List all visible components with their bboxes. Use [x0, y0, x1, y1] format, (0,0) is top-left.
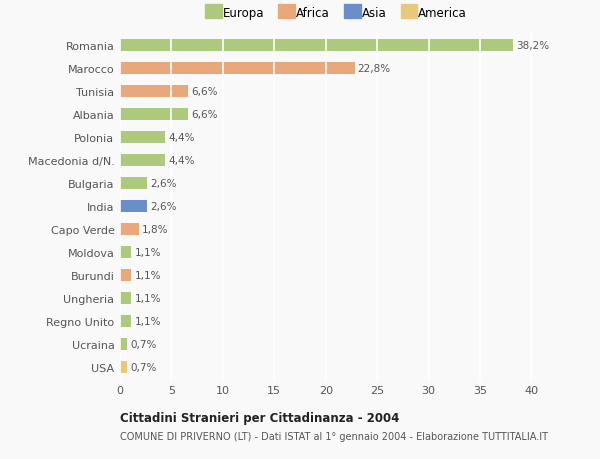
Bar: [120, 315, 131, 328]
Bar: [120, 361, 127, 374]
Bar: [120, 292, 131, 305]
Bar: [120, 154, 165, 167]
Text: 6,6%: 6,6%: [191, 110, 217, 120]
Bar: [120, 62, 355, 75]
Bar: [120, 131, 165, 144]
Text: 1,1%: 1,1%: [134, 316, 161, 326]
Text: 1,1%: 1,1%: [134, 247, 161, 257]
Text: COMUNE DI PRIVERNO (LT) - Dati ISTAT al 1° gennaio 2004 - Elaborazione TUTTITALI: COMUNE DI PRIVERNO (LT) - Dati ISTAT al …: [120, 431, 548, 442]
Text: 38,2%: 38,2%: [516, 41, 549, 51]
Bar: [120, 223, 139, 236]
Text: 2,6%: 2,6%: [150, 179, 176, 189]
Bar: [120, 246, 131, 259]
Bar: [120, 200, 147, 213]
Text: 4,4%: 4,4%: [169, 133, 195, 143]
Text: 1,8%: 1,8%: [142, 224, 168, 235]
Bar: [120, 177, 147, 190]
Text: 0,7%: 0,7%: [130, 362, 157, 372]
Text: Cittadini Stranieri per Cittadinanza - 2004: Cittadini Stranieri per Cittadinanza - 2…: [120, 411, 400, 424]
Text: 1,1%: 1,1%: [134, 270, 161, 280]
Text: 2,6%: 2,6%: [150, 202, 176, 212]
Text: 0,7%: 0,7%: [130, 339, 157, 349]
Bar: [120, 338, 127, 351]
Bar: [120, 269, 131, 282]
Text: 4,4%: 4,4%: [169, 156, 195, 166]
Text: 6,6%: 6,6%: [191, 87, 217, 97]
Legend: Europa, Africa, Asia, America: Europa, Africa, Asia, America: [203, 5, 469, 23]
Bar: [120, 108, 188, 121]
Text: 22,8%: 22,8%: [358, 64, 391, 74]
Text: 1,1%: 1,1%: [134, 293, 161, 303]
Bar: [120, 85, 188, 98]
Bar: [120, 39, 513, 52]
